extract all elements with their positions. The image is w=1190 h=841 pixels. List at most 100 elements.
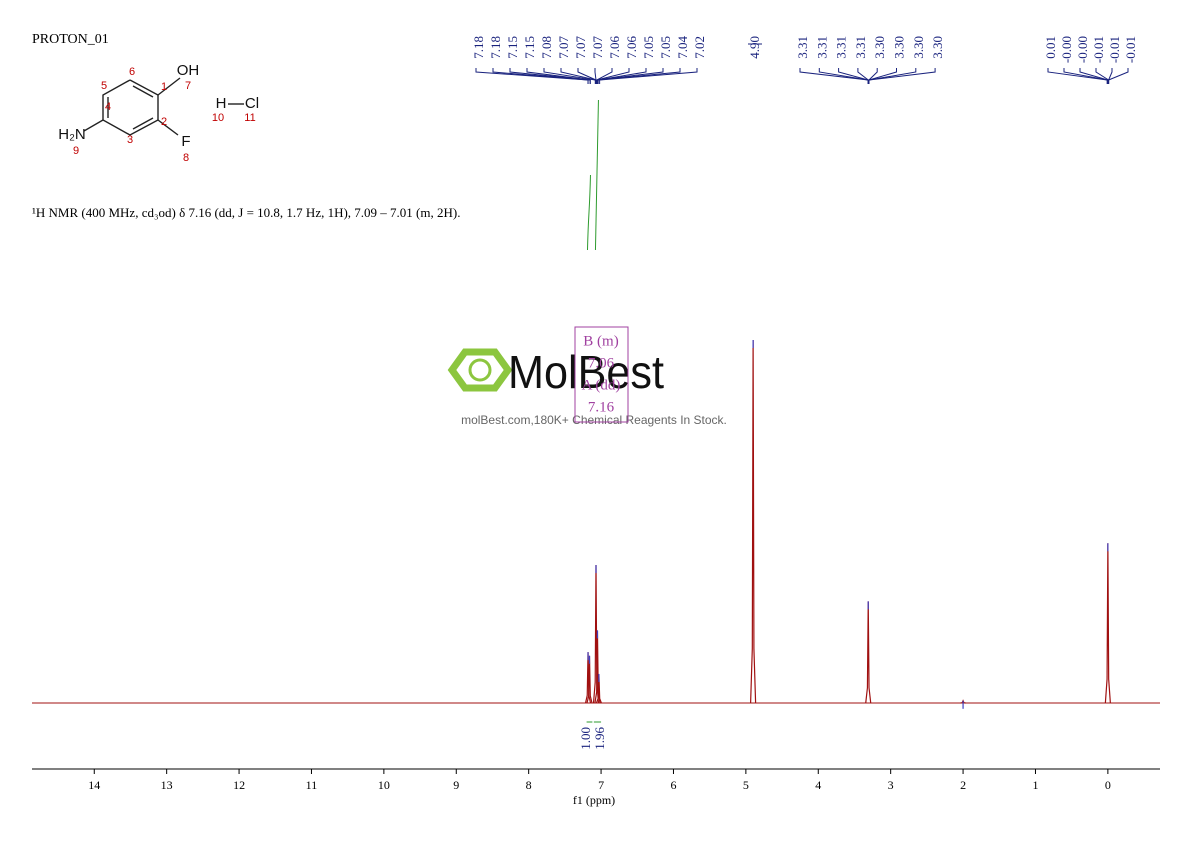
molecule — [83, 77, 244, 136]
peak-connector — [1108, 68, 1113, 84]
atom-number: 11 — [244, 112, 255, 124]
peak-label: 3.30 — [872, 36, 887, 59]
atom-number: 4 — [105, 101, 111, 113]
x-tick-label: 7 — [598, 778, 604, 792]
peak-connector — [597, 68, 681, 84]
bond — [132, 85, 154, 98]
atom-label: H — [216, 95, 227, 112]
chart-title: PROTON_01 — [32, 32, 109, 47]
atom-number: 10 — [212, 112, 224, 124]
x-tick-label: 3 — [888, 778, 894, 792]
peak-connector — [594, 68, 597, 84]
peak-label: 3.31 — [795, 36, 810, 59]
peak-connector — [818, 68, 869, 84]
peak-label: -0.00 — [1059, 36, 1074, 63]
atom-number: 9 — [73, 145, 79, 157]
peak-label: 7.08 — [539, 36, 554, 59]
x-tick-label: 12 — [233, 778, 245, 792]
peak — [865, 601, 872, 704]
peak-label: 3.30 — [930, 36, 945, 59]
multiplet-label: 7.06 — [588, 355, 615, 371]
peak-label: 3.30 — [891, 36, 906, 59]
peak-label: 7.07 — [556, 36, 571, 59]
atom-number: 1 — [161, 81, 167, 93]
x-tick-label: 2 — [960, 778, 966, 792]
integral-curve — [594, 99, 599, 251]
x-tick-label: 5 — [743, 778, 749, 792]
peak-label: 7.07 — [590, 36, 605, 59]
peak-connector — [526, 68, 591, 84]
tagline: molBest.com,180K+ Chemical Reagents In S… — [461, 413, 727, 427]
x-tick-label: 8 — [526, 778, 532, 792]
x-tick-label: 9 — [453, 778, 459, 792]
atom-label: OH — [177, 62, 200, 79]
peak-connector — [596, 68, 613, 84]
peak-connector — [596, 68, 630, 84]
atom-label: Cl — [245, 95, 259, 112]
x-tick-label: 11 — [306, 778, 318, 792]
bond — [132, 117, 154, 130]
multiplet-box — [574, 326, 629, 423]
peak-connector — [596, 68, 664, 84]
atom-number: 3 — [127, 134, 133, 146]
peak-connector — [543, 68, 596, 84]
bond — [83, 119, 104, 132]
peak-label: 7.15 — [505, 36, 520, 59]
peak-label: 7.18 — [488, 36, 503, 59]
peak-connector — [1063, 68, 1109, 84]
peak-connector — [492, 68, 589, 84]
atom-number: 7 — [185, 80, 191, 92]
multiplet-label: 7.16 — [588, 399, 615, 415]
multiplet-label: B (m) — [583, 333, 618, 349]
peak-label: -0.01 — [1091, 36, 1106, 63]
peak-label: 7.06 — [624, 36, 639, 59]
peak-label: 0.01 — [1043, 36, 1058, 59]
atom-number: 2 — [161, 116, 167, 128]
peak-connector — [868, 68, 917, 84]
peak-label: 4.90 — [747, 36, 762, 59]
atom-label: H₂N — [58, 126, 86, 143]
peak-label: 7.04 — [675, 36, 690, 59]
multiplet-label: A (dd) — [582, 377, 621, 393]
atom-number: 8 — [183, 152, 189, 164]
peak-connector — [1079, 68, 1109, 84]
ring — [102, 79, 159, 136]
peak-label: 7.05 — [658, 36, 673, 59]
brand: MolBest — [508, 346, 664, 398]
peak — [1104, 543, 1111, 704]
x-axis-label: f1 (ppm) — [573, 793, 615, 807]
x-tick-label: 0 — [1105, 778, 1111, 792]
integral-curve — [586, 174, 591, 251]
peak-connector — [1047, 68, 1108, 84]
peak-label: 3.30 — [911, 36, 926, 59]
peak-label: -0.01 — [1123, 36, 1138, 63]
peak-label: 3.31 — [834, 36, 849, 59]
logo — [468, 358, 492, 382]
peak-label: 7.05 — [641, 36, 656, 59]
bond — [157, 77, 181, 96]
integral-label: 1.00 — [578, 727, 593, 750]
peak-connector — [868, 68, 936, 84]
x-tick-label: 1 — [1032, 778, 1038, 792]
peak-label: 7.06 — [607, 36, 622, 59]
peak-label: 7.18 — [471, 36, 486, 59]
peak-connector — [599, 68, 698, 84]
peak-label: 3.31 — [814, 36, 829, 59]
peak-label: 7.07 — [573, 36, 588, 59]
peak — [750, 339, 757, 704]
x-tick-label: 4 — [815, 778, 821, 792]
integral-label: 1.96 — [592, 727, 607, 750]
logo — [447, 348, 513, 392]
x-tick-label: 13 — [161, 778, 173, 792]
peak-label: -0.00 — [1075, 36, 1090, 63]
x-tick-label: 6 — [670, 778, 676, 792]
atom-number: 6 — [129, 66, 135, 78]
peak-label: 3.31 — [853, 36, 868, 59]
description: ¹H NMR (400 MHz, cd₃od) δ 7.16 (dd, J = … — [32, 205, 460, 220]
peak-label: -0.01 — [1107, 36, 1122, 63]
x-tick-label: 14 — [88, 778, 100, 792]
watermark: MolBest molBest.com,180K+ Chemical Reage… — [447, 346, 727, 427]
peak-connector — [868, 68, 878, 84]
